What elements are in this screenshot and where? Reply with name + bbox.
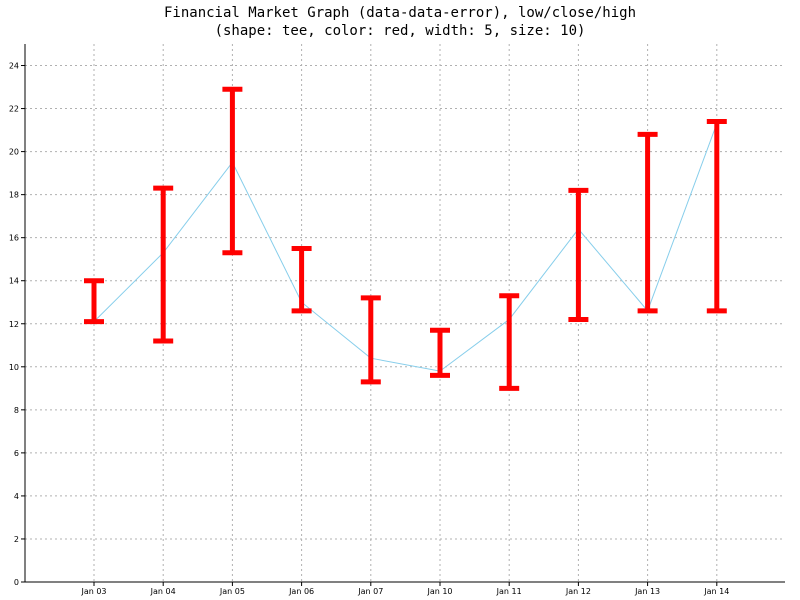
y-tick-label: 24 xyxy=(9,62,19,71)
y-tick-label: 2 xyxy=(14,535,19,544)
x-tick-label: Jan 11 xyxy=(496,587,522,596)
x-tick-label: Jan 14 xyxy=(703,587,729,596)
x-tick-label: Jan 12 xyxy=(565,587,591,596)
y-tick-label: 12 xyxy=(9,320,19,329)
x-tick-label: Jan 04 xyxy=(150,587,176,596)
x-tick-label: Jan 07 xyxy=(357,587,383,596)
x-tick-label: Jan 03 xyxy=(80,587,106,596)
y-tick-label: 14 xyxy=(9,277,19,286)
y-tick-label: 22 xyxy=(9,105,19,114)
y-tick-label: 20 xyxy=(9,148,19,157)
chart-title: Financial Market Graph (data-data-error)… xyxy=(163,5,636,21)
y-tick-label: 16 xyxy=(9,234,19,243)
close-line xyxy=(93,123,718,372)
x-tick-label: Jan 13 xyxy=(634,587,660,596)
y-tick-label: 18 xyxy=(9,191,19,200)
chart-subtitle: (shape: tee, color: red, width: 5, size:… xyxy=(214,23,586,39)
x-tick-label: Jan 05 xyxy=(219,587,245,596)
y-tick-label: 10 xyxy=(9,363,19,372)
y-tick-label: 6 xyxy=(14,449,19,458)
y-tick-label: 0 xyxy=(14,578,19,587)
x-tick-label: Jan 10 xyxy=(426,587,452,596)
x-tick-label: Jan 06 xyxy=(288,587,314,596)
y-tick-label: 8 xyxy=(14,406,19,415)
y-tick-label: 4 xyxy=(14,492,19,501)
